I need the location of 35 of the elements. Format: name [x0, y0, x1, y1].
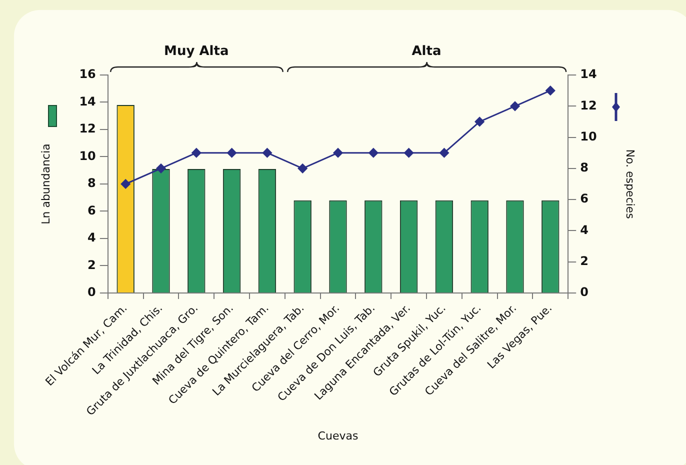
text: Alta: [412, 44, 442, 59]
point: [546, 86, 556, 96]
y-tick-label: 16: [79, 67, 96, 82]
y-tick-label: 14: [79, 94, 96, 108]
y-tick-label: 2: [88, 258, 96, 272]
y2-tick-label: 12: [580, 98, 597, 112]
y-tick-label: 0: [88, 285, 96, 300]
point: [333, 148, 343, 158]
y2-tick-label: 14: [580, 67, 597, 82]
y-tick-label: 10: [79, 148, 96, 163]
point: [474, 116, 484, 126]
y-tick-label: 8: [88, 176, 96, 190]
text: Muy Alta: [164, 44, 229, 59]
y-axis-title: Ln abundancia: [39, 144, 52, 224]
y-tick-label: 4: [88, 230, 96, 245]
y2-tick-label: 2: [580, 254, 588, 268]
point: [192, 148, 202, 158]
y2-tick-label: 8: [580, 160, 588, 175]
point: [510, 101, 520, 111]
x-axis-title: Cuevas: [318, 429, 358, 442]
y2-tick-label: 10: [580, 129, 597, 144]
point: [227, 148, 237, 158]
point: [368, 148, 378, 158]
point: [404, 148, 414, 158]
point: [439, 148, 449, 158]
y-tick-label: 12: [79, 122, 96, 136]
y2-tick-label: 4: [580, 222, 588, 237]
point: [120, 179, 130, 189]
point: [262, 148, 272, 158]
y2-axis-title: No. especies: [624, 149, 637, 220]
point: [298, 164, 308, 174]
y2-tick-label: 6: [580, 192, 588, 206]
y-tick-label: 6: [88, 203, 96, 218]
point: [156, 164, 166, 174]
y2-tick-label: 0: [580, 285, 588, 300]
